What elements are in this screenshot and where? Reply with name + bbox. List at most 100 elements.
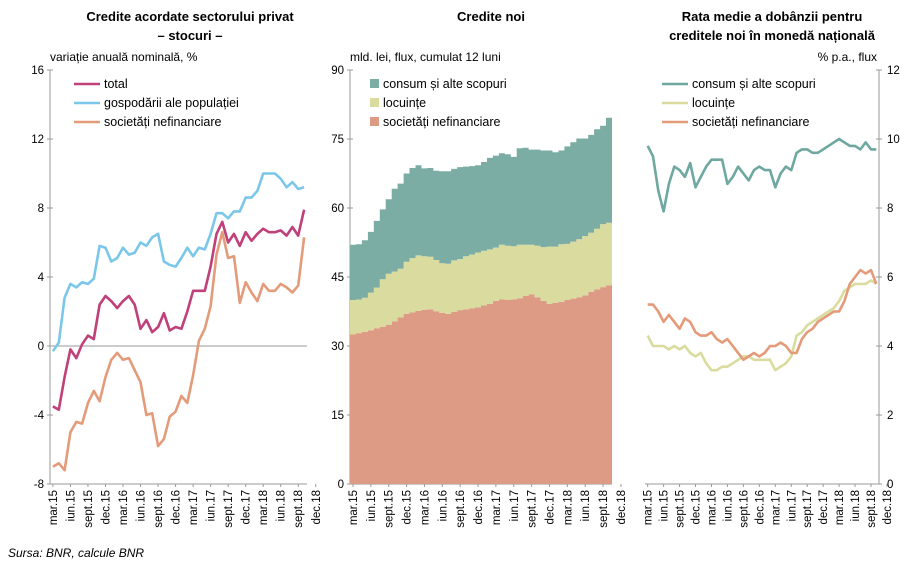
p2-x-tick-label: mar.18 [562,490,574,525]
p3-x-tick-label: dec.16 [754,490,766,525]
p2-x-tick-label: dec.18 [616,490,628,525]
p3-y-tick-label: 10 [887,134,900,146]
panel2-axes: 90 75 60 45 30 15 0 mar.15 iun.15 sept.15 dec.15 ma… [331,65,628,528]
p1-legend-label-1: gospodării ale populației [104,96,239,110]
p1-x-tick-label: dec.15 [100,490,112,525]
p2-y-tick-label: 90 [331,65,344,77]
p3-x-tick-label: sept.17 [802,490,814,528]
p2-legend-label-0: societăți nefinanciare [383,115,500,129]
p1-y-tick-label: 8 [38,203,44,215]
p3-legend-label-0: consum și alte scopuri [692,77,816,91]
p3-x-tick-label: dec.17 [818,490,830,525]
p1-x-tick-label: iun.16 [136,490,148,521]
panel1-plot-area [51,172,306,472]
p1-y-tick-label: 4 [38,272,45,284]
p3-x-tick-label: mar.16 [706,490,718,525]
p3-x-tick-label: mar.17 [770,490,782,525]
p1-line-series-2 [52,230,306,472]
p1-y-tick-label: 16 [31,65,44,77]
p2-x-tick-label: sept.18 [598,490,610,528]
p1-x-tick-label: iun.17 [206,490,218,521]
p3-legend-label-2: societăți nefinanciare [692,115,809,129]
p2-x-tick-label: sept.17 [527,490,539,528]
p1-x-tick-label: dec.18 [311,490,323,525]
p1-legend-label-2: societăți nefinanciare [104,115,221,129]
p2-legend-swatch-0 [370,117,379,126]
p3-y-tick-label: 12 [887,65,900,77]
p3-x-tick-label: sept.16 [738,490,750,528]
p3-x-tick-label: mar.18 [834,490,846,525]
p3-x-tick-label: iun.18 [850,490,862,521]
p3-y-tick-label: 6 [887,272,893,284]
p3-x-tick-label: dec.18 [882,490,894,525]
p1-x-tick-label: sept.16 [153,490,165,528]
p2-y-tick-label: 30 [331,341,344,353]
p2-legend-label-2: consum și alte scopuri [383,77,507,91]
p3-x-tick-label: iun.17 [786,490,798,521]
p1-x-tick-label: mar.18 [258,490,270,525]
p3-x-tick-label: dec.15 [691,490,703,525]
panel2-legend: consum și alte scopuri locuințe societăți … [370,77,507,129]
p1-y-tick-label: 12 [31,134,44,146]
p2-area-series-2 [350,117,612,300]
p1-legend-label-0: total [104,77,128,91]
p1-x-tick-label: sept.18 [293,490,305,528]
p2-x-tick-label: iun.17 [509,490,521,521]
p2-area-series-0 [350,285,612,484]
p3-y-tick-label: 4 [887,341,894,353]
p3-line-series-2 [647,268,878,362]
p2-x-tick-label: sept.16 [455,490,467,528]
panel2-ylabel: mld. lei, flux, cumulat 12 luni [350,50,501,64]
panel1-axes: 16 12 8 4 0 -4 -8 mar.15 iun.15 sept.15 dec.15 mar.… [31,65,323,528]
p3-y-tick-label: 0 [887,479,893,491]
panel-new-credits: Credite noi mld. lei, flux, cumulat 12 l… [331,9,628,528]
panel1-title-line1: Credite acordate sectorului privat [86,9,294,24]
source-note: Sursa: BNR, calcule BNR [8,546,144,560]
p2-y-tick-label: 15 [331,410,344,422]
panel3-title-line2: creditele noi în monedă națională [669,28,876,43]
panel3-legend: consum și alte scopuri locuințe societăți … [662,77,816,129]
p2-x-tick-label: iun.16 [437,490,449,521]
p2-x-tick-label: mar.15 [348,490,360,525]
p2-area-series-1 [350,222,612,335]
p2-x-tick-label: sept.15 [384,490,396,528]
p2-x-tick-label: dec.16 [473,490,485,525]
p2-x-tick-label: dec.15 [402,490,414,525]
panel3-ylabel: % p.a., flux [818,50,877,64]
p3-x-tick-label: iun.15 [659,490,671,521]
p1-y-tick-label: 0 [38,341,44,353]
panel1-title-line2: – stocuri – [157,28,222,43]
p3-y-tick-label: 2 [887,410,893,422]
p2-x-tick-label: mar.16 [419,490,431,525]
p2-x-tick-label: iun.15 [366,490,378,521]
p1-line-series-0 [52,209,306,412]
p3-x-tick-label: iun.16 [722,490,734,521]
p1-x-tick-label: dec.17 [241,490,253,525]
p2-x-tick-label: mar.17 [491,490,503,525]
p3-legend-label-1: locuințe [692,96,735,110]
p2-x-tick-label: dec.17 [544,490,556,525]
p1-x-tick-label: iun.18 [276,490,288,521]
panel1-ylabel: variație anuală nominală, % [50,50,198,64]
p1-x-tick-label: sept.15 [83,490,95,528]
p3-x-tick-label: sept.15 [675,490,687,528]
p1-y-tick-label: -8 [34,479,44,491]
panel1-legend: total gospodării ale populației societăți … [74,77,239,129]
p1-x-tick-label: mar.15 [48,490,60,525]
panel2-title: Credite noi [457,9,525,24]
panel-interest-rate: Rata medie a dobânzii pentru creditele n… [643,9,900,528]
p1-x-tick-label: mar.17 [188,490,200,525]
p2-legend-swatch-1 [370,98,379,107]
p1-y-tick-label: -4 [34,410,45,422]
p3-line-series-0 [646,137,877,213]
p3-x-tick-label: sept.18 [866,490,878,528]
p3-x-tick-label: mar.15 [643,490,655,525]
p3-line-series-1 [646,279,878,372]
p2-y-tick-label: 0 [338,479,344,491]
p2-y-tick-label: 45 [331,272,344,284]
panel3-axes: 12 10 8 6 4 2 0 mar.15 iun.15 sept.15 dec.15 mar.16… [643,65,900,528]
panel3-plot-area [646,137,878,372]
p3-y-tick-label: 8 [887,203,893,215]
p2-y-tick-label: 60 [331,203,344,215]
